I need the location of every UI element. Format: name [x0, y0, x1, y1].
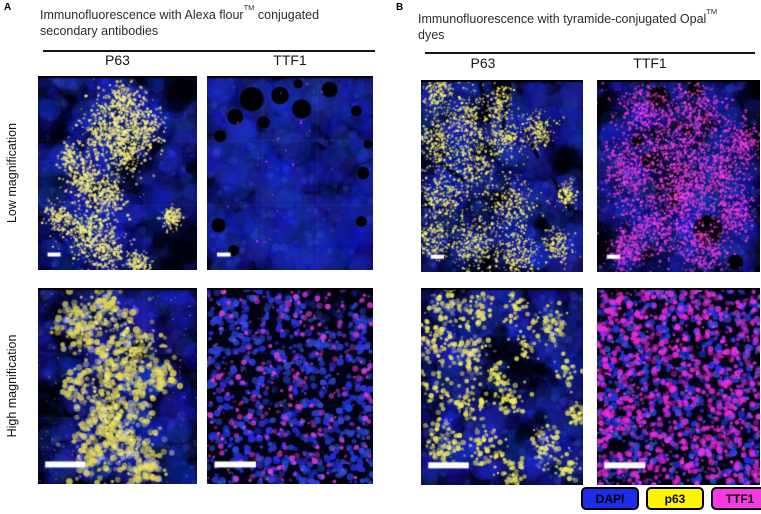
legend-chip-ttf1: TTF1 — [711, 487, 761, 510]
panel-a-title-line2: secondary antibodies — [40, 24, 159, 39]
micrograph-b-low-p63 — [421, 80, 583, 272]
trademark-superscript: TM — [706, 7, 718, 16]
micrograph-cell-a-low-p63 — [38, 76, 197, 270]
micrograph-b-low-ttf1 — [597, 80, 760, 272]
panel-b-header-rule — [425, 52, 755, 54]
micrograph-cell-b-low-p63 — [421, 80, 583, 272]
panel-b-column-ttf1: TTF1 — [633, 55, 667, 71]
panel-a-header-rule — [43, 50, 375, 52]
micrograph-a-low-ttf1 — [207, 76, 373, 270]
row-label-low-magnification: Low magnification — [5, 122, 19, 224]
micrograph-cell-b-high-ttf1 — [597, 288, 760, 485]
trademark-superscript: TM — [243, 3, 255, 12]
panel-b-column-p63: P63 — [470, 55, 496, 71]
micrograph-a-low-p63 — [38, 76, 197, 270]
legend-chip-dapi: DAPI — [581, 487, 639, 510]
panel-a-title-line1: Immunofluorescence with Alexa flourTM co… — [40, 3, 320, 23]
panel-b-title-line2: dyes — [418, 28, 445, 43]
panel-b-title: Immunofluorescence with tyramide-conjuga… — [418, 7, 718, 44]
panel-a-column-ttf1: TTF1 — [273, 52, 307, 68]
micrograph-cell-a-high-p63 — [38, 288, 197, 484]
stain-legend: DAPI p63 TTF1 — [581, 487, 761, 510]
panel-a-title: Immunofluorescence with Alexa flourTM co… — [40, 3, 320, 40]
panel-a-column-p63: P63 — [105, 52, 130, 68]
legend-chip-p63: p63 — [646, 487, 704, 510]
micrograph-b-high-ttf1 — [597, 288, 760, 485]
micrograph-cell-a-high-ttf1 — [207, 288, 373, 484]
panel-a-label: A — [4, 2, 12, 13]
micrograph-a-high-p63 — [38, 288, 197, 484]
micrograph-b-high-p63 — [421, 288, 583, 485]
panel-b-label: B — [396, 2, 404, 13]
micrograph-a-high-ttf1 — [207, 288, 373, 484]
micrograph-cell-b-low-ttf1 — [597, 80, 760, 272]
micrograph-cell-a-low-ttf1 — [207, 76, 373, 270]
micrograph-cell-b-high-p63 — [421, 288, 583, 485]
row-label-high-magnification: High magnification — [5, 334, 19, 438]
panel-b-title-line1: Immunofluorescence with tyramide-conjuga… — [418, 7, 718, 27]
